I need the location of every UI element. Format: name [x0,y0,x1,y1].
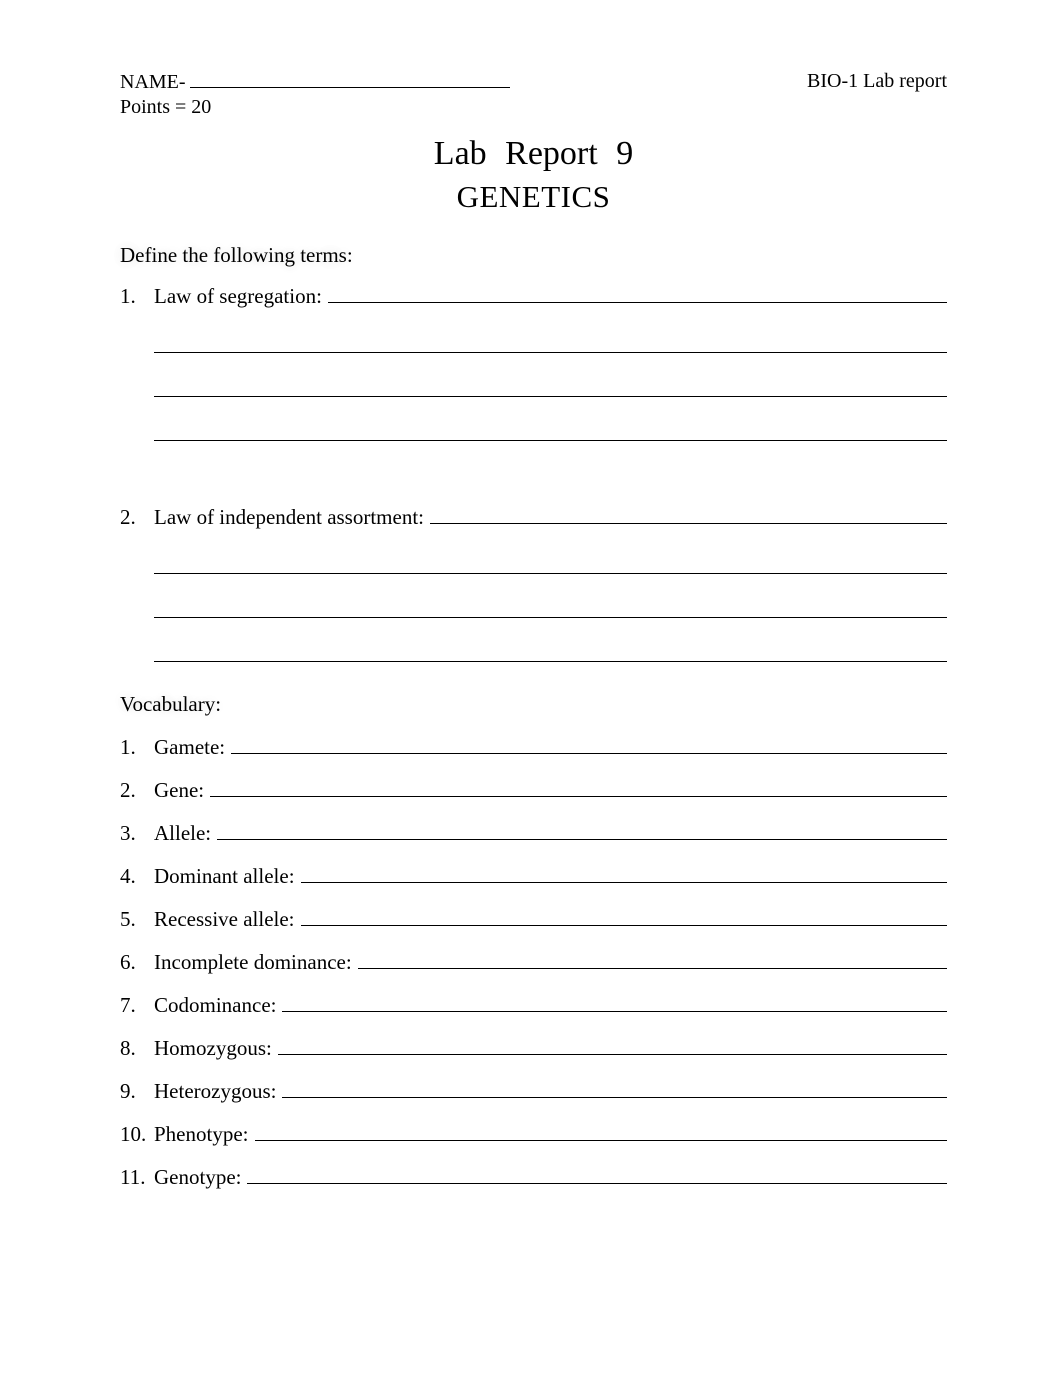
vocabulary-item: Genotype: [120,1165,947,1190]
title-sub: GENETICS [120,179,947,215]
vocabulary-item: Heterozygous: [120,1079,947,1104]
vocabulary-item: Gene: [120,778,947,803]
name-label: NAME- [120,71,186,94]
points-label: Points = 20 [120,96,947,119]
vocabulary-item: Incomplete dominance: [120,950,947,975]
vocabulary-term: Gamete: [154,735,225,760]
vocabulary-term: Genotype: [154,1165,241,1190]
vocabulary-item: Allele: [120,821,947,846]
vocabulary-list: Gamete: Gene: Allele: Dominant allele: R… [120,735,947,1190]
course-label: BIO-1 Lab report [807,70,947,93]
vocabulary-term: Phenotype: [154,1122,249,1147]
define-heading: Define the following terms: [120,243,947,268]
blank-line[interactable] [154,335,947,353]
vocabulary-item: Homozygous: [120,1036,947,1061]
vocabulary-item: Phenotype: [120,1122,947,1147]
vocabulary-term: Codominance: [154,993,276,1018]
definition-first-line: Law of segregation: [154,284,947,309]
vocabulary-term: Incomplete dominance: [154,950,352,975]
blank-line[interactable] [328,285,947,303]
blank-line[interactable] [210,779,947,797]
title-block: Lab Report 9 GENETICS [120,135,947,215]
definition-term: Law of segregation: [154,284,322,309]
definition-body: Law of segregation: [154,284,947,441]
title-main: Lab Report 9 [120,135,947,173]
vocabulary-term: Recessive allele: [154,907,295,932]
blank-line[interactable] [231,736,947,754]
definition-term: Law of independent assortment: [154,505,424,530]
vocabulary-term: Homozygous: [154,1036,272,1061]
vocabulary-heading: Vocabulary: [120,692,947,717]
definition-item: Law of segregation: [120,284,947,441]
definition-first-line: Law of independent assortment: [154,505,947,530]
vocabulary-term: Dominant allele: [154,864,295,889]
blank-line[interactable] [278,1037,947,1055]
blank-line[interactable] [154,379,947,397]
blank-line[interactable] [255,1123,948,1141]
blank-line[interactable] [154,556,947,574]
blank-line[interactable] [154,600,947,618]
vocabulary-term: Gene: [154,778,204,803]
blank-line[interactable] [358,951,947,969]
blank-line[interactable] [301,908,947,926]
definition-body: Law of independent assortment: [154,505,947,662]
blank-line[interactable] [154,423,947,441]
definition-item: Law of independent assortment: [120,505,947,662]
blank-line[interactable] [430,506,947,524]
blank-line[interactable] [282,994,947,1012]
blank-line[interactable] [154,644,947,662]
blank-line[interactable] [301,865,947,883]
vocabulary-item: Recessive allele: [120,907,947,932]
blank-line[interactable] [217,822,947,840]
name-blank-line[interactable] [190,70,510,88]
name-field[interactable]: NAME- [120,70,510,94]
vocabulary-term: Heterozygous: [154,1079,276,1104]
blank-line[interactable] [247,1166,947,1184]
header-row: NAME- BIO-1 Lab report [120,70,947,94]
vocabulary-item: Codominance: [120,993,947,1018]
blank-line[interactable] [282,1080,947,1098]
vocabulary-term: Allele: [154,821,211,846]
definitions-list: Law of segregation: Law of independent a… [120,284,947,662]
vocabulary-item: Gamete: [120,735,947,760]
vocabulary-item: Dominant allele: [120,864,947,889]
